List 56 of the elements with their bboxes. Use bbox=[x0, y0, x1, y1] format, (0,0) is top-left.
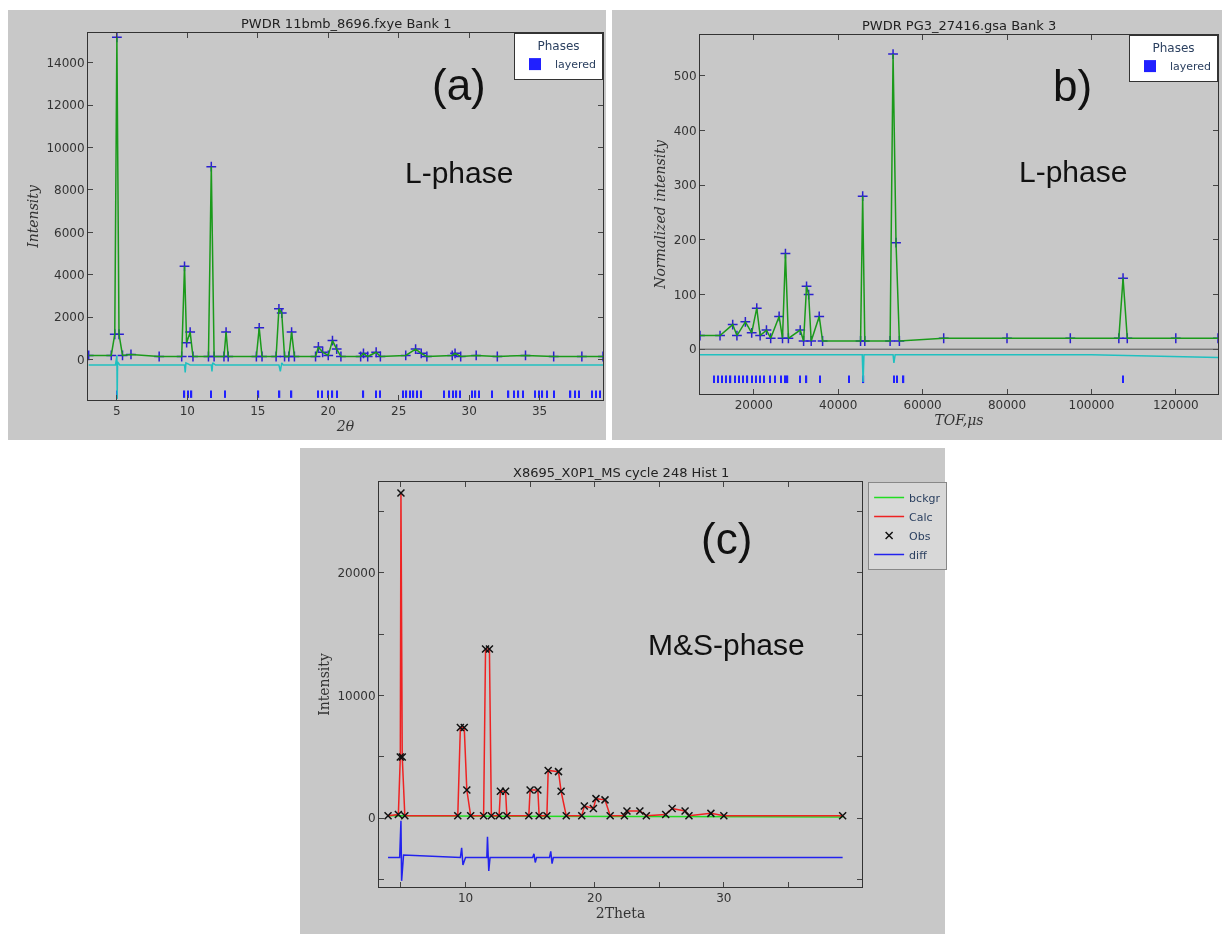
y-tick-label: 0 bbox=[688, 342, 697, 357]
x-tick-label: 60000 bbox=[903, 398, 942, 413]
x-tick-label: 15 bbox=[250, 404, 266, 419]
legend-title: Phases bbox=[1152, 40, 1195, 55]
x-tick-label: 80000 bbox=[987, 398, 1027, 413]
legend-label: Obs bbox=[909, 529, 931, 543]
x-axis-title: 2Theta bbox=[595, 905, 646, 922]
annotation: M&S-phase bbox=[648, 628, 805, 661]
annotation: L-phase bbox=[1019, 155, 1128, 188]
x-tick-label: 120000 bbox=[1152, 398, 1199, 413]
x-tick-label: 25 bbox=[391, 404, 407, 419]
y-tick-label: 400 bbox=[673, 123, 697, 138]
y-tick-label: 12000 bbox=[46, 98, 85, 113]
annotation: (a) bbox=[432, 60, 486, 109]
y-tick-label: 6000 bbox=[54, 225, 85, 240]
x-tick-label: 20 bbox=[320, 404, 336, 419]
y-tick-label: 10000 bbox=[46, 140, 85, 155]
y-axis-title: Normalized intensity bbox=[652, 139, 669, 290]
y-axis-title: Intensity bbox=[316, 653, 333, 716]
y-tick-label: 4000 bbox=[54, 268, 85, 283]
y-tick-label: 100 bbox=[673, 287, 697, 302]
y-tick-label: 0 bbox=[76, 352, 85, 367]
x-tick-label: 20 bbox=[587, 891, 603, 906]
annotation: L-phase bbox=[405, 156, 514, 189]
annotation: (c) bbox=[701, 514, 753, 563]
x-tick-label: 30 bbox=[461, 404, 477, 419]
legend-label: Calc bbox=[909, 510, 933, 524]
y-tick-label: 14000 bbox=[46, 55, 85, 70]
y-axis-title: Intensity bbox=[25, 184, 42, 249]
x-axis-title: TOF,μs bbox=[934, 412, 984, 429]
y-tick-label: 20000 bbox=[337, 566, 376, 581]
y-tick-label: 2000 bbox=[54, 310, 85, 325]
x-tick-label: 10 bbox=[179, 404, 195, 419]
x-tick-label: 100000 bbox=[1068, 398, 1115, 413]
chart-title: X8695_X0P1_MS cycle 248 Hist 1 bbox=[513, 465, 730, 480]
x-tick-label: 35 bbox=[531, 404, 548, 419]
chart-title: PWDR 11bmb_8696.fxye Bank 1 bbox=[241, 16, 452, 31]
legend-label: layered bbox=[555, 58, 597, 72]
annotation: b) bbox=[1053, 61, 1093, 110]
x-tick-label: 5 bbox=[113, 404, 121, 419]
y-tick-label: 500 bbox=[673, 69, 697, 84]
x-axis-title: 2θ bbox=[335, 418, 355, 435]
y-tick-label: 8000 bbox=[54, 183, 85, 198]
y-tick-label: 200 bbox=[673, 233, 697, 248]
x-tick-label: 10 bbox=[457, 891, 474, 906]
legend-label: bckgr bbox=[909, 491, 941, 505]
y-tick-label: 300 bbox=[673, 178, 697, 193]
chart-title: PWDR PG3_27416.gsa Bank 3 bbox=[862, 18, 1057, 33]
x-tick-label: 40000 bbox=[819, 398, 858, 413]
x-tick-label: 30 bbox=[716, 891, 732, 906]
legend-label: diff bbox=[909, 548, 928, 562]
legend-title: Phases bbox=[537, 38, 580, 53]
y-tick-label: 10000 bbox=[337, 688, 376, 703]
x-tick-label: 20000 bbox=[734, 398, 773, 413]
legend-label: layered bbox=[1170, 60, 1212, 74]
y-tick-label: 0 bbox=[367, 811, 376, 826]
